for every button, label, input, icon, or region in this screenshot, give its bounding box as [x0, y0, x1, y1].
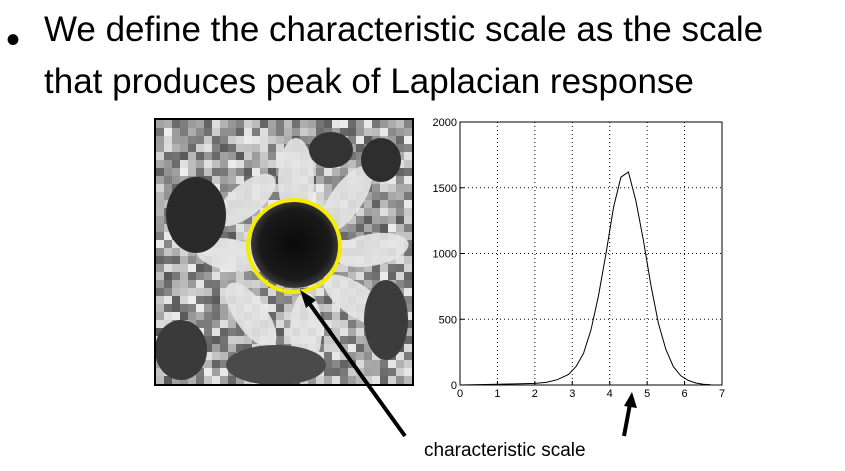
y-tick-label: 1500	[433, 183, 457, 195]
characteristic-scale-caption: characteristic scale	[424, 440, 586, 461]
y-tick-label: 1000	[433, 249, 457, 261]
response-curve	[459, 171, 711, 386]
x-tick-label: 6	[682, 388, 688, 400]
laplacian-response-chart: 0 1 2 3 4 5 6 7 0 500 1000 1500 2000	[433, 117, 726, 400]
plot-frame	[459, 121, 723, 386]
x-tick-label: 7	[719, 388, 725, 400]
bullet-text-line-2: that produces peak of Laplacian response	[44, 62, 694, 101]
y-tick-label: 0	[451, 380, 457, 392]
y-tick-label: 2000	[433, 117, 457, 129]
bullet-marker: •	[6, 18, 21, 62]
chart-tick-labels: 0 1 2 3 4 5 6 7 0 500 1000 1500 2000	[433, 117, 726, 400]
x-tick-label: 0	[457, 388, 463, 400]
x-tick-label: 1	[494, 388, 500, 400]
flower-image	[154, 118, 414, 386]
chart-series	[459, 171, 711, 386]
y-tick-label: 500	[439, 314, 457, 326]
bullet-point: • We define the characteristic scale as …	[0, 0, 845, 110]
x-tick-label: 2	[532, 388, 538, 400]
x-tick-label: 4	[607, 388, 613, 400]
chart-grid	[460, 122, 722, 385]
bullet-text-line-1: We define the characteristic scale as th…	[44, 10, 764, 49]
x-tick-label: 3	[569, 388, 575, 400]
chart-axes	[459, 121, 723, 386]
x-tick-label: 5	[644, 388, 650, 400]
